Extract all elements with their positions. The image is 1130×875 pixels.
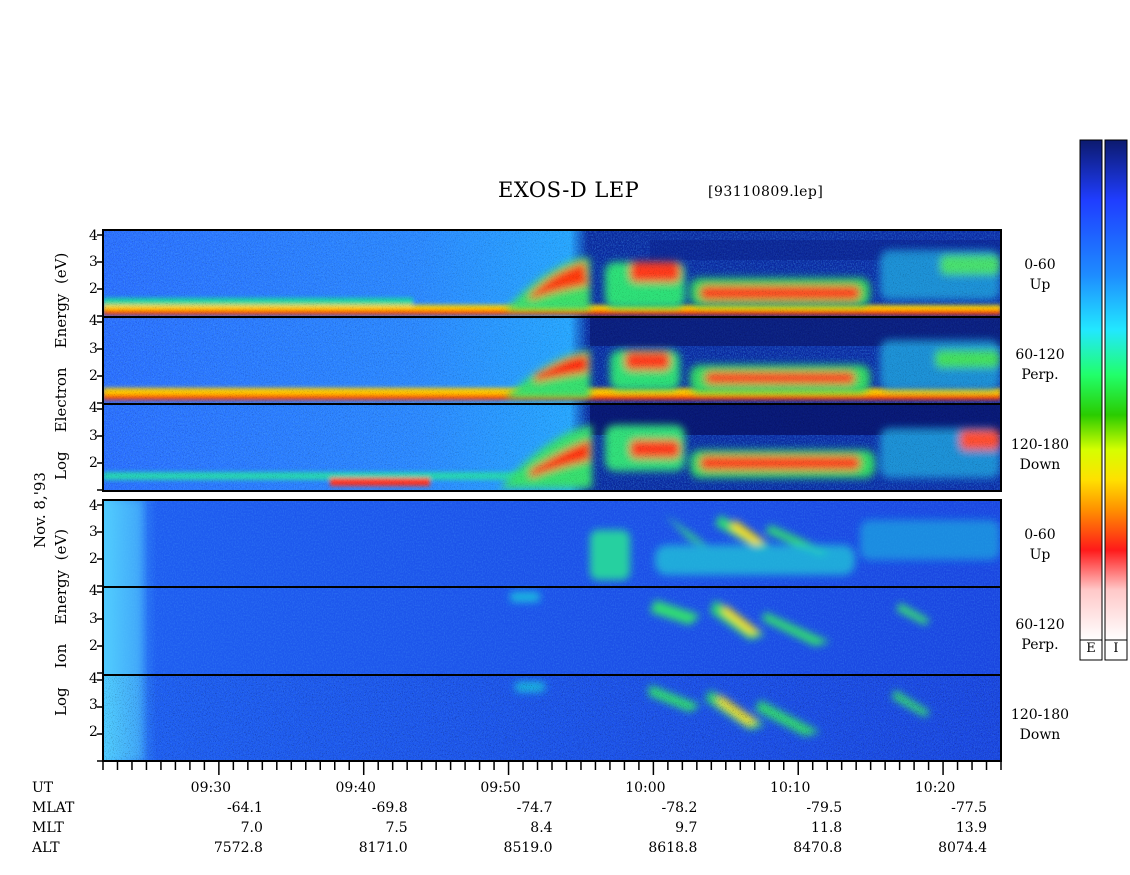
ephemeris-value: 09:40 [335, 780, 376, 796]
data-file-name: [93110809.lep] [708, 184, 824, 200]
colorbar-ion [1104, 139, 1128, 641]
colorbar-label-electron: E [1086, 641, 1096, 656]
ephemeris-row-label: UT [32, 780, 54, 796]
ephemeris-value: 8.4 [530, 820, 553, 836]
ephemeris-value: 7.5 [385, 820, 408, 836]
ephemeris-value: 8519.0 [503, 840, 553, 856]
ephemeris-value: -78.2 [661, 800, 698, 816]
electron-spectrogram [103, 230, 1001, 491]
panel-label-e-perp: 60-120 Perp. [1015, 347, 1065, 383]
ephemeris-value: 10:10 [770, 780, 811, 796]
electron-frame [102, 229, 1002, 492]
panel-label-e-up: 0-60 Up [1024, 257, 1056, 293]
y-tick-i1-4: 4 [89, 498, 98, 514]
ephemeris-value: -74.7 [516, 800, 553, 816]
y-tick-i1-2: 2 [89, 551, 98, 567]
ephemeris-value: -79.5 [806, 800, 843, 816]
y-tick-e2-2: 2 [89, 368, 98, 384]
ephemeris-value: -69.8 [371, 800, 408, 816]
y-tick-i1-3: 3 [89, 524, 98, 540]
ephemeris-value: 9.7 [675, 820, 698, 836]
y-tick-e3-3: 3 [89, 428, 98, 444]
colorbar [1079, 139, 1128, 661]
ephemeris-row-label: MLT [32, 820, 64, 836]
ephemeris-value: 09:50 [480, 780, 521, 796]
ephemeris-value: 7.0 [240, 820, 263, 836]
ion-axis-label: Log Ion Energy (eV) [52, 528, 70, 716]
y-tick-i2-2: 2 [89, 638, 98, 654]
ephemeris-value: 09:30 [190, 780, 232, 796]
chart-title: EXOS-D LEP [498, 178, 640, 202]
date-label: Nov. 8,'93 [31, 472, 49, 548]
ephemeris-value: 8171.0 [358, 840, 408, 856]
ephemeris-value: 13.9 [955, 820, 988, 836]
y-tick-e1-4: 4 [89, 228, 98, 244]
y-tick-e1-3: 3 [89, 254, 98, 270]
ephemeris-value: 10:00 [625, 780, 666, 796]
ion-spectrogram [103, 500, 1001, 761]
ephemeris-value: 10:20 [914, 780, 956, 796]
panel-label-e-down: 120-180 Down [1010, 437, 1070, 473]
ephemeris-row-label: ALT [32, 840, 60, 856]
ephemeris-value: 11.8 [811, 820, 843, 836]
y-tick-i3-4: 4 [89, 671, 98, 687]
ephemeris-value: 7572.8 [213, 840, 263, 856]
y-tick-e3-2: 2 [89, 455, 98, 471]
ephemeris-value: -77.5 [951, 800, 988, 816]
y-tick-e1-2: 2 [89, 281, 98, 297]
ephemeris-value: 8470.8 [793, 840, 843, 856]
y-tick-i3-2: 2 [89, 724, 98, 740]
y-tick-i2-3: 3 [89, 611, 98, 627]
panel-label-i-perp: 60-120 Perp. [1015, 617, 1065, 653]
electron-axis-label: Log Electron Energy (eV) [52, 252, 70, 480]
ephemeris-value: -64.1 [226, 800, 263, 816]
colorbar-electron [1079, 139, 1103, 641]
ephemeris-value: 8618.8 [648, 840, 698, 856]
panel-label-i-down: 120-180 Down [1010, 707, 1070, 743]
ephemeris-value: 8074.4 [938, 840, 988, 856]
y-tick-e3-4: 4 [89, 400, 98, 416]
y-tick-e2-3: 3 [89, 341, 98, 357]
colorbar-label-ion: I [1113, 641, 1119, 656]
y-tick-i3-3: 3 [89, 697, 98, 713]
ephemeris-row-label: MLAT [32, 800, 75, 816]
y-tick-e2-4: 4 [89, 313, 98, 329]
panel-label-i-up: 0-60 Up [1024, 527, 1056, 563]
y-tick-i2-4: 4 [89, 583, 98, 599]
